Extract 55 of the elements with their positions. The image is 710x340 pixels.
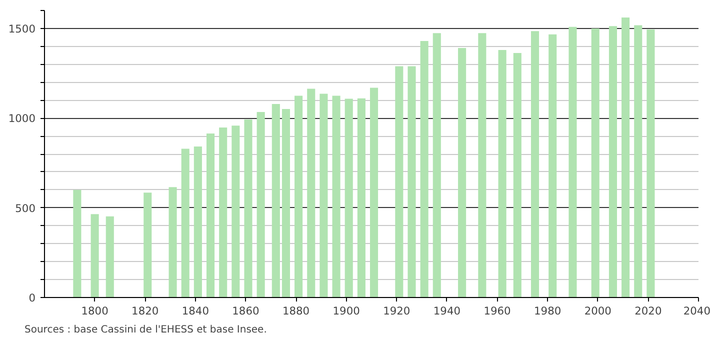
bar [332,96,340,298]
x-tick-label: 2040 [683,304,710,318]
x-tick-label: 1860 [232,304,260,318]
bar [282,108,290,298]
bar [357,98,366,298]
x-tick-label: 1960 [484,304,512,318]
bar [568,26,577,298]
x-tick-label: 1920 [383,304,410,318]
source-note: Sources : base Cassini de l'EHESS et base Insee. [24,324,267,336]
x-tick-label: 1820 [132,304,159,318]
x-tick-label: 1900 [332,304,360,318]
bar [420,40,428,298]
x-tick-label: 1880 [282,304,310,318]
bar [344,98,353,298]
bar [513,53,522,298]
bar [530,31,540,298]
bar [256,112,265,298]
bar [370,88,378,298]
x-tick-label: 1800 [81,304,109,318]
bar [395,66,404,298]
bar [622,17,630,298]
bar [206,134,215,298]
bar [432,33,441,298]
bar [244,120,252,298]
bar [73,190,82,298]
bar [232,126,240,298]
x-tick-label: 2000 [584,304,612,318]
bar [591,28,600,298]
y-tick-label: 1500 [8,22,36,36]
bar [272,104,280,298]
y-tick-label: 0 [28,292,36,304]
bar [608,26,617,298]
bar [219,127,228,298]
x-tick-label: 2020 [634,304,662,318]
bar [106,216,114,298]
y-tick-label: 500 [15,202,36,215]
bar [90,214,99,298]
bar [144,192,152,298]
x-tick-label: 1940 [433,304,461,318]
bar [646,30,655,298]
bar [168,187,177,298]
bar [320,94,328,298]
bar [294,96,303,298]
x-tick-label: 1840 [182,304,210,318]
bar [194,146,202,298]
y-tick-label: 1000 [8,112,36,126]
bar [307,88,316,298]
bar [181,148,190,298]
bar [408,66,416,298]
bar [498,50,506,298]
bar [458,48,466,298]
bar [548,34,557,298]
bar [478,33,486,298]
bar [634,25,642,298]
x-tick-label: 1980 [534,304,562,318]
